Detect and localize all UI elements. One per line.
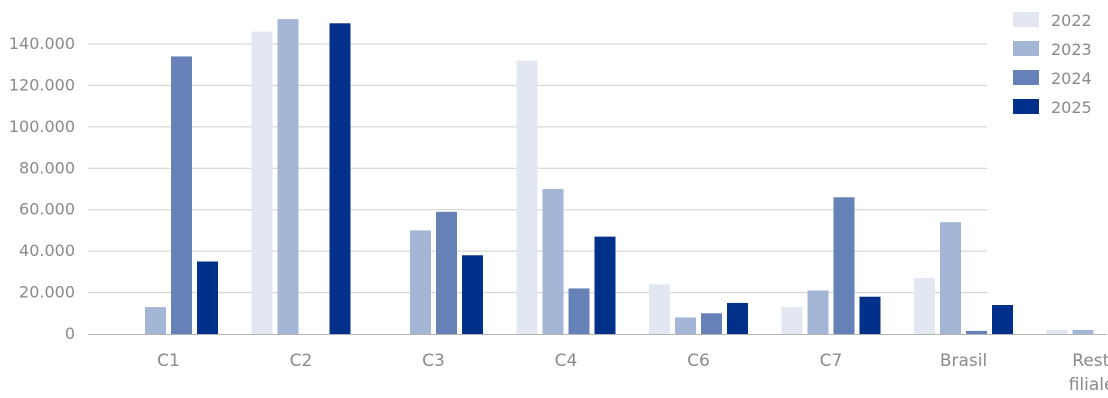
bar bbox=[542, 189, 564, 334]
bars bbox=[145, 19, 1094, 335]
x-axis-labels: C1 C2 C3 C4 C6 C7 Brasil Resto filiales bbox=[157, 351, 1108, 395]
bar bbox=[859, 296, 881, 334]
y-tick-label: 0 bbox=[65, 324, 75, 343]
bar bbox=[940, 222, 961, 334]
bar bbox=[1046, 329, 1068, 334]
bar bbox=[807, 290, 829, 334]
legend-swatch bbox=[1013, 12, 1039, 27]
bar bbox=[727, 302, 748, 334]
legend-swatch bbox=[1013, 99, 1039, 114]
x-tick-label: C4 bbox=[555, 351, 578, 371]
x-tick-label: Resto bbox=[1072, 351, 1108, 371]
x-tick-label: C2 bbox=[290, 351, 313, 371]
bar bbox=[251, 31, 273, 334]
bar bbox=[329, 23, 351, 335]
x-tick-label: C1 bbox=[157, 351, 180, 371]
bar bbox=[436, 211, 457, 334]
bar bbox=[781, 307, 803, 334]
bar bbox=[966, 330, 987, 334]
y-tick-label: 60.000 bbox=[19, 200, 75, 219]
bar bbox=[516, 60, 538, 334]
x-tick-label: C6 bbox=[687, 351, 710, 371]
legend: 2022 2023 2024 2025 bbox=[1013, 11, 1092, 117]
bar bbox=[277, 19, 299, 335]
bar bbox=[171, 56, 192, 335]
bar bbox=[701, 313, 722, 334]
x-tick-label: C3 bbox=[422, 351, 445, 371]
bar bbox=[197, 261, 218, 334]
bar bbox=[568, 288, 590, 334]
x-tick-label: Brasil bbox=[940, 351, 987, 371]
y-tick-label: 80.000 bbox=[19, 158, 75, 177]
bar bbox=[1072, 329, 1094, 334]
bar bbox=[462, 255, 483, 334]
bar bbox=[594, 236, 616, 334]
bar bbox=[145, 307, 166, 334]
y-tick-label: 20.000 bbox=[19, 283, 75, 302]
legend-label: 2025 bbox=[1051, 98, 1092, 117]
bar bbox=[992, 305, 1013, 334]
y-tick-label: 140.000 bbox=[9, 34, 75, 53]
bar bbox=[410, 230, 431, 334]
y-axis-ticks: 0 20.000 40.000 60.000 80.000 100.000 120.000 1… bbox=[9, 34, 75, 343]
x-tick-label: C7 bbox=[820, 351, 843, 371]
legend-label: 2023 bbox=[1051, 40, 1092, 59]
legend-swatch bbox=[1013, 41, 1039, 56]
legend-swatch bbox=[1013, 70, 1039, 85]
bar bbox=[914, 278, 935, 334]
bar bbox=[833, 197, 855, 334]
legend-label: 2024 bbox=[1051, 69, 1092, 88]
bar bbox=[649, 284, 670, 334]
y-tick-label: 100.000 bbox=[9, 117, 75, 136]
y-tick-label: 120.000 bbox=[9, 75, 75, 94]
legend-label: 2022 bbox=[1051, 11, 1092, 30]
y-tick-label: 40.000 bbox=[19, 241, 75, 260]
x-tick-label: filiales bbox=[1069, 375, 1108, 394]
bar bbox=[675, 317, 696, 334]
